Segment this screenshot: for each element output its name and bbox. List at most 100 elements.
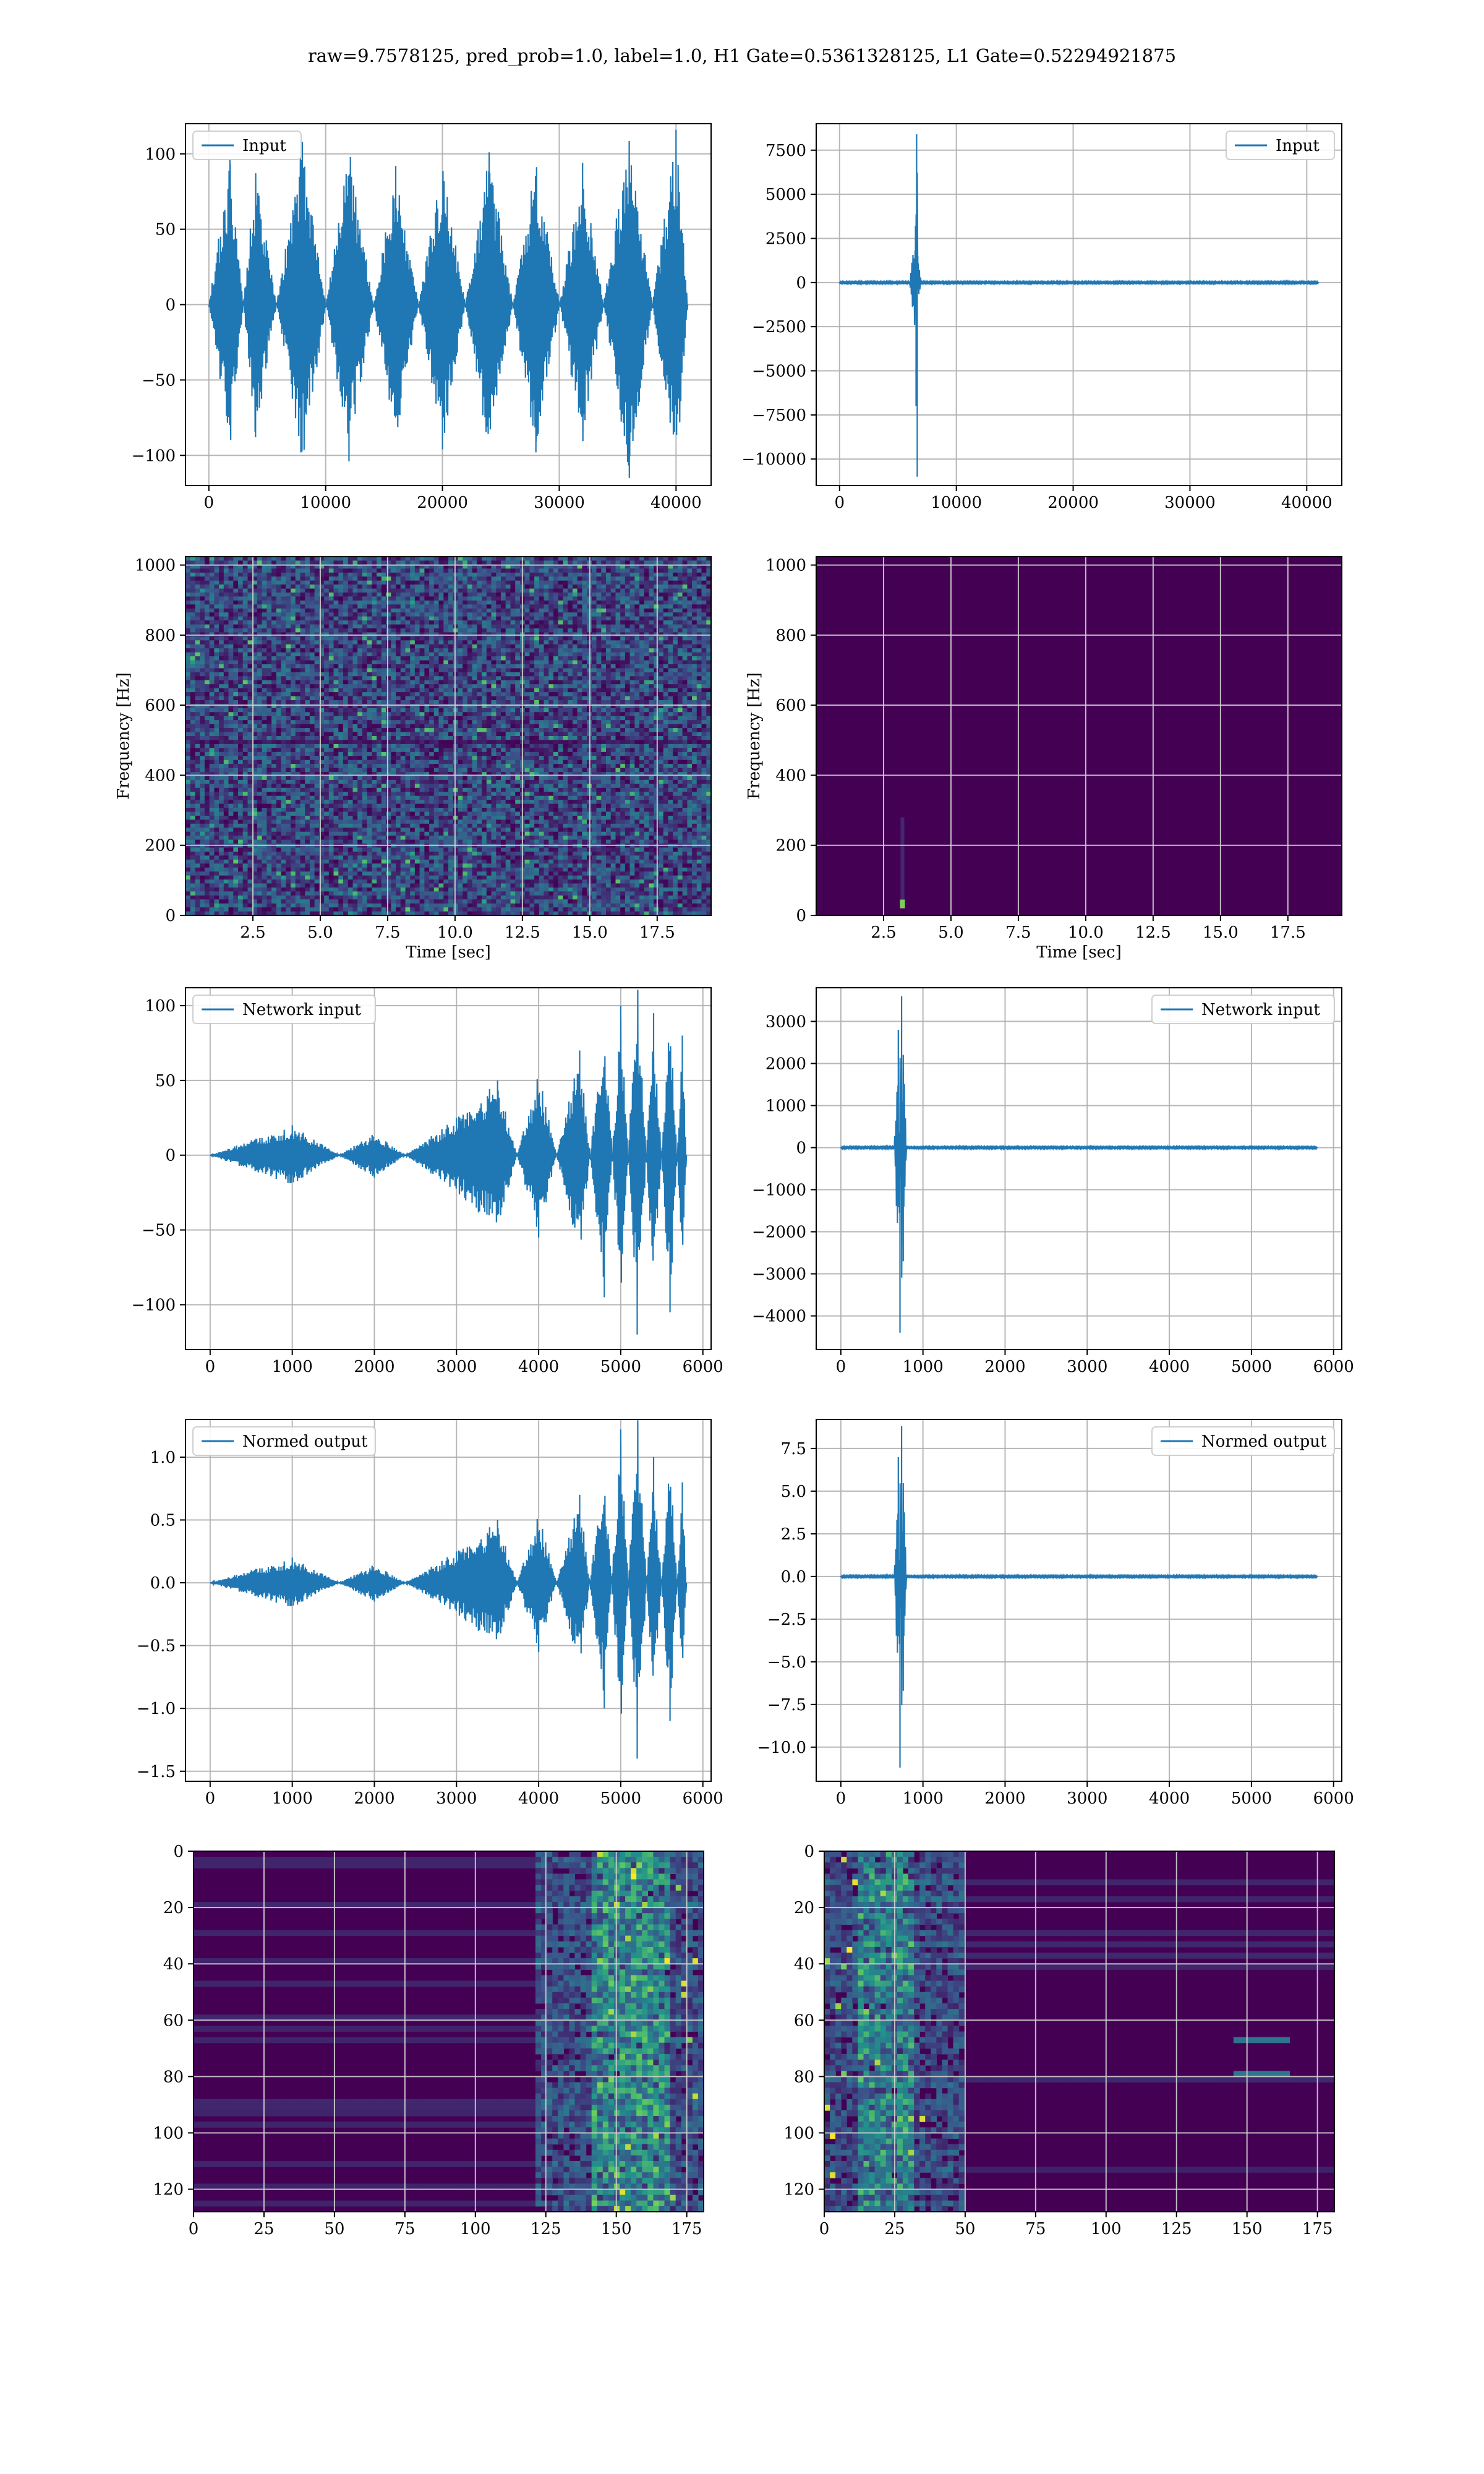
heatmap-cell: [343, 680, 349, 685]
heatmap-cell: [352, 811, 358, 816]
heatmap-cell: [381, 708, 387, 713]
heatmap-cell: [276, 903, 282, 908]
heatmap-cell: [338, 624, 344, 629]
heatmap-cell: [305, 867, 310, 872]
heatmap-cell: [195, 728, 200, 733]
heatmap-cell: [247, 596, 253, 601]
heatmap-cell: [391, 720, 396, 725]
heatmap-cell: [333, 847, 339, 852]
heatmap-cell: [300, 557, 305, 561]
heatmap-cell: [195, 855, 200, 860]
heatmap-cell: [214, 644, 220, 649]
heatmap-cell: [324, 593, 330, 597]
heatmap-cell: [247, 700, 253, 704]
heatmap-cell: [391, 708, 396, 713]
heatmap-cell: [242, 911, 248, 916]
heatmap-cell: [377, 883, 382, 888]
heatmap-cell: [314, 720, 320, 725]
heatmap-cell: [357, 672, 363, 677]
heatmap-cell: [343, 596, 349, 601]
heatmap-cell: [372, 875, 377, 880]
heatmap-cell: [362, 756, 368, 761]
heatmap-cell: [295, 907, 301, 912]
heatmap-cell: [305, 736, 310, 740]
heatmap-cell: [200, 847, 205, 852]
heatmap-cell: [438, 871, 444, 876]
heatmap-cell: [233, 871, 239, 876]
heatmap-cell: [223, 792, 229, 797]
heatmap-cell: [381, 760, 387, 764]
heatmap-cell: [348, 792, 353, 797]
heatmap-cell: [242, 736, 248, 740]
heatmap-cell: [214, 568, 220, 573]
heatmap-cell: [204, 612, 210, 617]
heatmap-cell: [309, 728, 315, 733]
heatmap-cell: [195, 608, 200, 613]
heatmap-cell: [262, 584, 267, 589]
heatmap-cell: [372, 768, 377, 773]
heatmap-cell: [377, 644, 382, 649]
heatmap-cell: [386, 664, 391, 669]
heatmap-cell: [396, 612, 401, 617]
heatmap-cell: [252, 660, 258, 665]
heatmap-cell: [343, 564, 349, 569]
heatmap-cell: [410, 871, 416, 876]
heatmap-cell: [405, 907, 411, 912]
heatmap-cell: [190, 704, 195, 709]
heatmap-cell: [305, 784, 310, 789]
heatmap-cell: [271, 624, 277, 629]
heatmap-cell: [391, 768, 396, 773]
heatmap-cell: [305, 620, 310, 625]
heatmap-cell: [214, 756, 220, 761]
heatmap-cell: [433, 660, 440, 665]
heatmap-cell: [319, 883, 325, 888]
heatmap-cell: [190, 600, 195, 605]
heatmap-cell: [286, 871, 291, 876]
heatmap-cell: [233, 903, 239, 908]
heatmap-cell: [357, 628, 363, 633]
heatmap-cell: [333, 895, 339, 900]
heatmap-cell: [267, 584, 272, 589]
heatmap-cell: [433, 672, 440, 677]
heatmap-cell: [357, 768, 363, 773]
heatmap-cell: [262, 828, 267, 833]
heatmap-cell: [400, 887, 406, 892]
heatmap-cell: [343, 720, 349, 725]
heatmap-cell: [333, 887, 339, 892]
heatmap-cell: [367, 608, 372, 613]
heatmap-cell: [204, 776, 210, 781]
heatmap-cell: [352, 751, 358, 756]
heatmap-cell: [429, 831, 435, 836]
heatmap-cell: [314, 676, 320, 681]
heatmap-cell: [429, 684, 435, 689]
heatmap-cell: [238, 608, 244, 613]
heatmap-cell: [314, 803, 320, 808]
heatmap-cell: [195, 624, 200, 629]
heatmap-cell: [424, 740, 430, 745]
heatmap-cell: [333, 684, 339, 689]
heatmap-cell: [286, 760, 291, 764]
heatmap-cell: [267, 580, 272, 585]
heatmap-cell: [257, 560, 263, 565]
heatmap-cell: [271, 907, 277, 912]
heatmap-cell: [410, 811, 416, 816]
heatmap-cell: [438, 779, 444, 784]
heatmap-cell: [281, 855, 286, 860]
heatmap-cell: [233, 616, 239, 621]
heatmap-cell: [410, 712, 416, 717]
heatmap-cell: [200, 863, 205, 868]
heatmap-cell: [348, 867, 353, 872]
heatmap-cell: [281, 724, 286, 729]
heatmap-cell: [247, 815, 253, 820]
heatmap-cell: [381, 720, 387, 725]
heatmap-cell: [233, 712, 239, 717]
heatmap-cell: [400, 712, 406, 717]
heatmap-cell: [405, 748, 411, 753]
heatmap-cell: [204, 704, 210, 709]
heatmap-cell: [276, 604, 282, 609]
heatmap-cell: [247, 724, 253, 729]
heatmap-cell: [314, 593, 320, 597]
heatmap-cell: [352, 784, 358, 789]
heatmap-cell: [391, 883, 396, 888]
heatmap-cell: [190, 800, 195, 805]
